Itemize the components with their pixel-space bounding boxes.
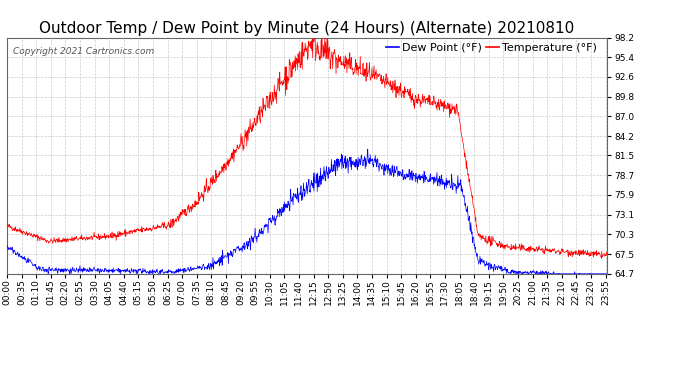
Text: Copyright 2021 Cartronics.com: Copyright 2021 Cartronics.com <box>13 47 154 56</box>
Legend: Dew Point (°F), Temperature (°F): Dew Point (°F), Temperature (°F) <box>382 38 602 57</box>
Title: Outdoor Temp / Dew Point by Minute (24 Hours) (Alternate) 20210810: Outdoor Temp / Dew Point by Minute (24 H… <box>39 21 575 36</box>
